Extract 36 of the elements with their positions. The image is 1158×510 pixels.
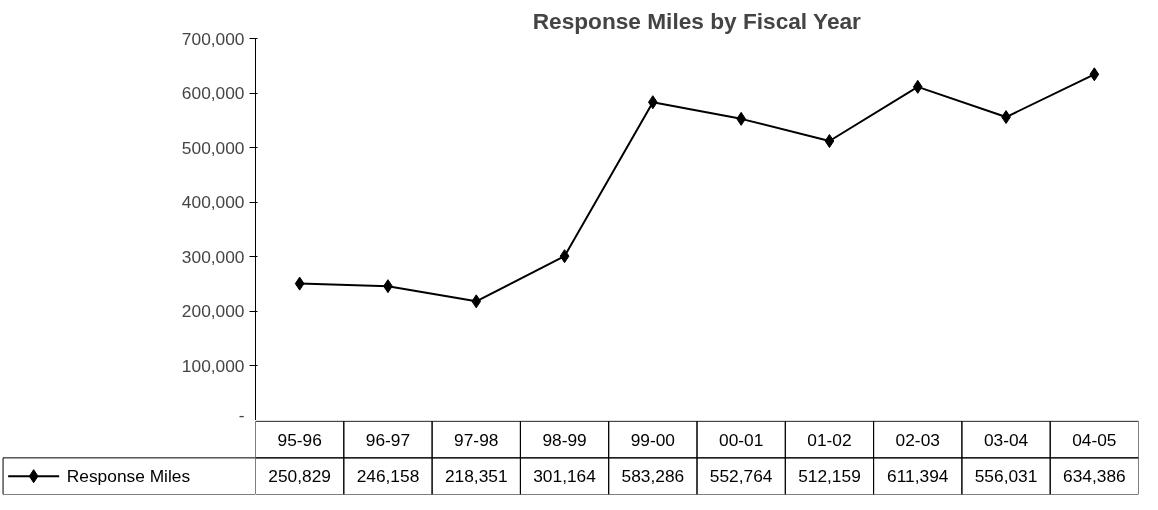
x-tick-label: 99-00 <box>630 429 676 450</box>
x-tick-label: 01-02 <box>807 429 852 450</box>
point <box>294 276 305 291</box>
data-label: 634,386 <box>1063 466 1126 487</box>
x-tick-label: 04-05 <box>1072 429 1117 450</box>
point <box>912 79 923 94</box>
x-tick-label: 03-04 <box>983 429 1029 450</box>
data-label: 218,351 <box>444 466 508 487</box>
y-tick-label: 100,000 <box>181 355 245 376</box>
y-tick-label: - <box>238 404 245 425</box>
y-tick-label: 500,000 <box>181 137 245 158</box>
data-label: 611,394 <box>887 466 949 487</box>
x-tick-label: 96-97 <box>365 429 411 450</box>
point <box>824 134 835 149</box>
data-label: 552,764 <box>709 466 773 487</box>
data-label: 250,829 <box>268 466 331 487</box>
data-label: 301,164 <box>533 466 597 487</box>
legend-label: Response Miles <box>66 466 191 487</box>
chart-title: Response Miles by Fiscal Year <box>532 7 862 34</box>
point <box>1089 67 1100 82</box>
y-tick-label: 600,000 <box>181 83 245 104</box>
y-tick-label: 300,000 <box>181 246 245 267</box>
data-label: 556,031 <box>974 466 1038 487</box>
y-tick-label: 400,000 <box>181 192 245 213</box>
data-label: 246,158 <box>356 466 420 487</box>
y-tick-label: 700,000 <box>181 28 245 49</box>
x-tick-label: 95-96 <box>277 429 322 450</box>
x-tick-label: 98-99 <box>542 429 587 450</box>
data-label: 512,159 <box>798 466 861 487</box>
x-tick-label: 00-01 <box>718 429 764 450</box>
point <box>559 249 570 264</box>
x-tick-label: 97-98 <box>454 429 499 450</box>
point <box>471 294 482 309</box>
data-label: 583,286 <box>621 466 685 487</box>
y-tick-label: 200,000 <box>181 301 245 322</box>
x-tick-label: 02-03 <box>895 429 940 450</box>
